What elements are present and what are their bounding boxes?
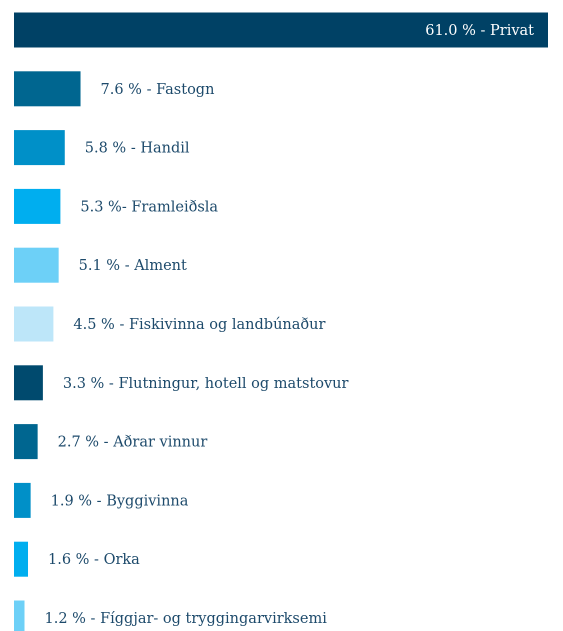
value-label: 1.2 % - Fíggjar- og tryggingarvirksemi: [45, 611, 328, 627]
bar: [14, 424, 38, 460]
bar: [14, 130, 65, 166]
bar: [14, 365, 43, 401]
value-label: 3.3 % - Flutningur, hotell og matstovur: [63, 376, 349, 392]
value-label: 4.5 % - Fiskivinna og landbúnaður: [73, 317, 325, 333]
value-label: 1.9 % - Byggivinna: [51, 493, 189, 509]
bar: [14, 247, 59, 283]
bar: [14, 306, 54, 342]
value-label: 2.7 % - Aðrar vinnur: [58, 435, 208, 451]
value-label: 61.0 % - Privat: [425, 23, 534, 39]
bar: [14, 600, 25, 631]
bar: [14, 188, 61, 224]
bar: [14, 541, 29, 577]
bar: [14, 12, 548, 48]
value-label: 7.6 % - Fastogn: [101, 82, 215, 98]
value-label: 5.1 % - Alment: [79, 258, 187, 274]
bar: [14, 482, 31, 518]
value-label: 5.3 %- Framleiðsla: [80, 199, 218, 215]
value-label: 5.8 % - Handil: [85, 141, 190, 157]
bar: [14, 71, 81, 107]
value-label: 1.6 % - Orka: [48, 552, 140, 568]
